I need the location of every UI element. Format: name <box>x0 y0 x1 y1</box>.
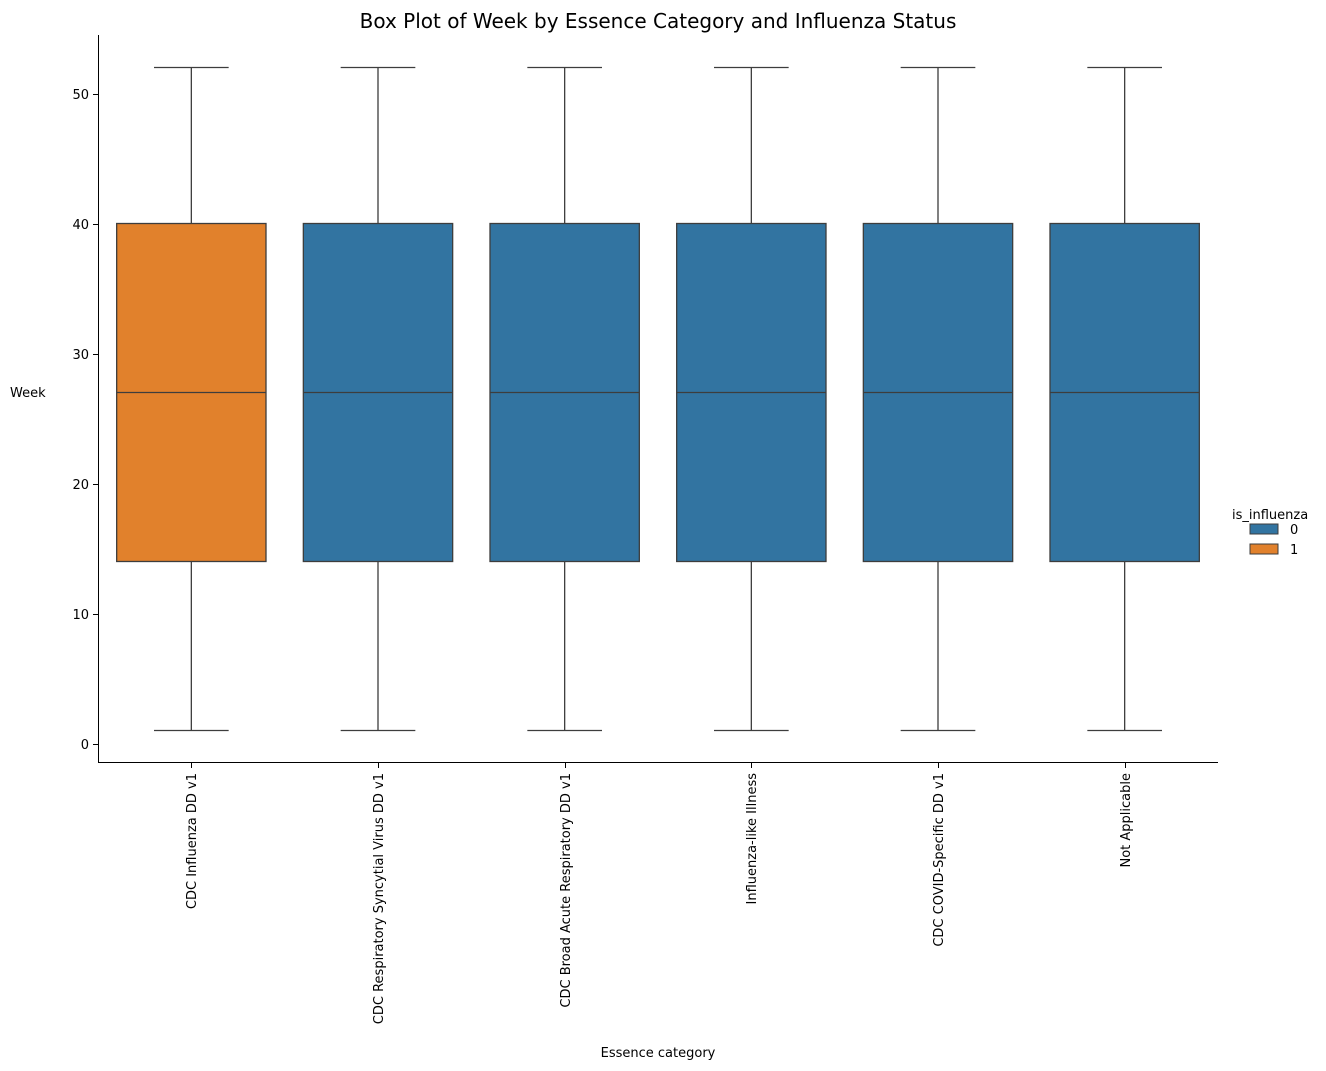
y-axis-label: Week <box>10 386 46 401</box>
y-tick-label: 0 <box>81 738 89 753</box>
legend-label: 0 <box>1290 523 1298 538</box>
legend-title: is_influenza <box>1232 508 1308 523</box>
box-group <box>676 66 827 732</box>
x-axis-ticks: CDC Influenza DD v1 CDC Respiratory Syncy… <box>185 763 1134 1024</box>
y-tick-label: 20 <box>72 478 89 493</box>
x-tick-label: CDC Broad Acute Respiratory DD v1 <box>559 773 574 1008</box>
y-tick-label: 50 <box>72 88 89 103</box>
box-group <box>1049 66 1200 732</box>
box-group <box>116 66 267 732</box>
box-series <box>116 66 1200 732</box>
y-tick-label: 10 <box>72 608 89 623</box>
y-tick-label: 30 <box>72 348 89 363</box>
y-axis-ticks: 0 10 20 30 40 50 <box>72 88 98 753</box>
y-tick-label: 40 <box>72 218 89 233</box>
legend-label: 1 <box>1290 543 1298 558</box>
legend-entries: 01 <box>1249 523 1298 558</box>
legend: is_influenza 01 <box>1232 508 1308 558</box>
x-tick-label: CDC Influenza DD v1 <box>185 773 200 909</box>
x-axis-label: Essence category <box>601 1046 716 1061</box>
box-group <box>302 66 454 732</box>
x-tick-label: Influenza-like Illness <box>745 773 760 905</box>
x-tick-label: CDC COVID-Specific DD v1 <box>932 773 947 947</box>
box-group <box>489 66 640 732</box>
x-tick-label: CDC Respiratory Syncytial Virus DD v1 <box>372 773 387 1024</box>
box-group <box>862 66 1014 732</box>
x-tick-label: Not Applicable <box>1119 773 1134 868</box>
legend-swatch <box>1249 543 1279 555</box>
legend-swatch <box>1249 523 1279 535</box>
chart-title: Box Plot of Week by Essence Category and… <box>360 9 957 33</box>
